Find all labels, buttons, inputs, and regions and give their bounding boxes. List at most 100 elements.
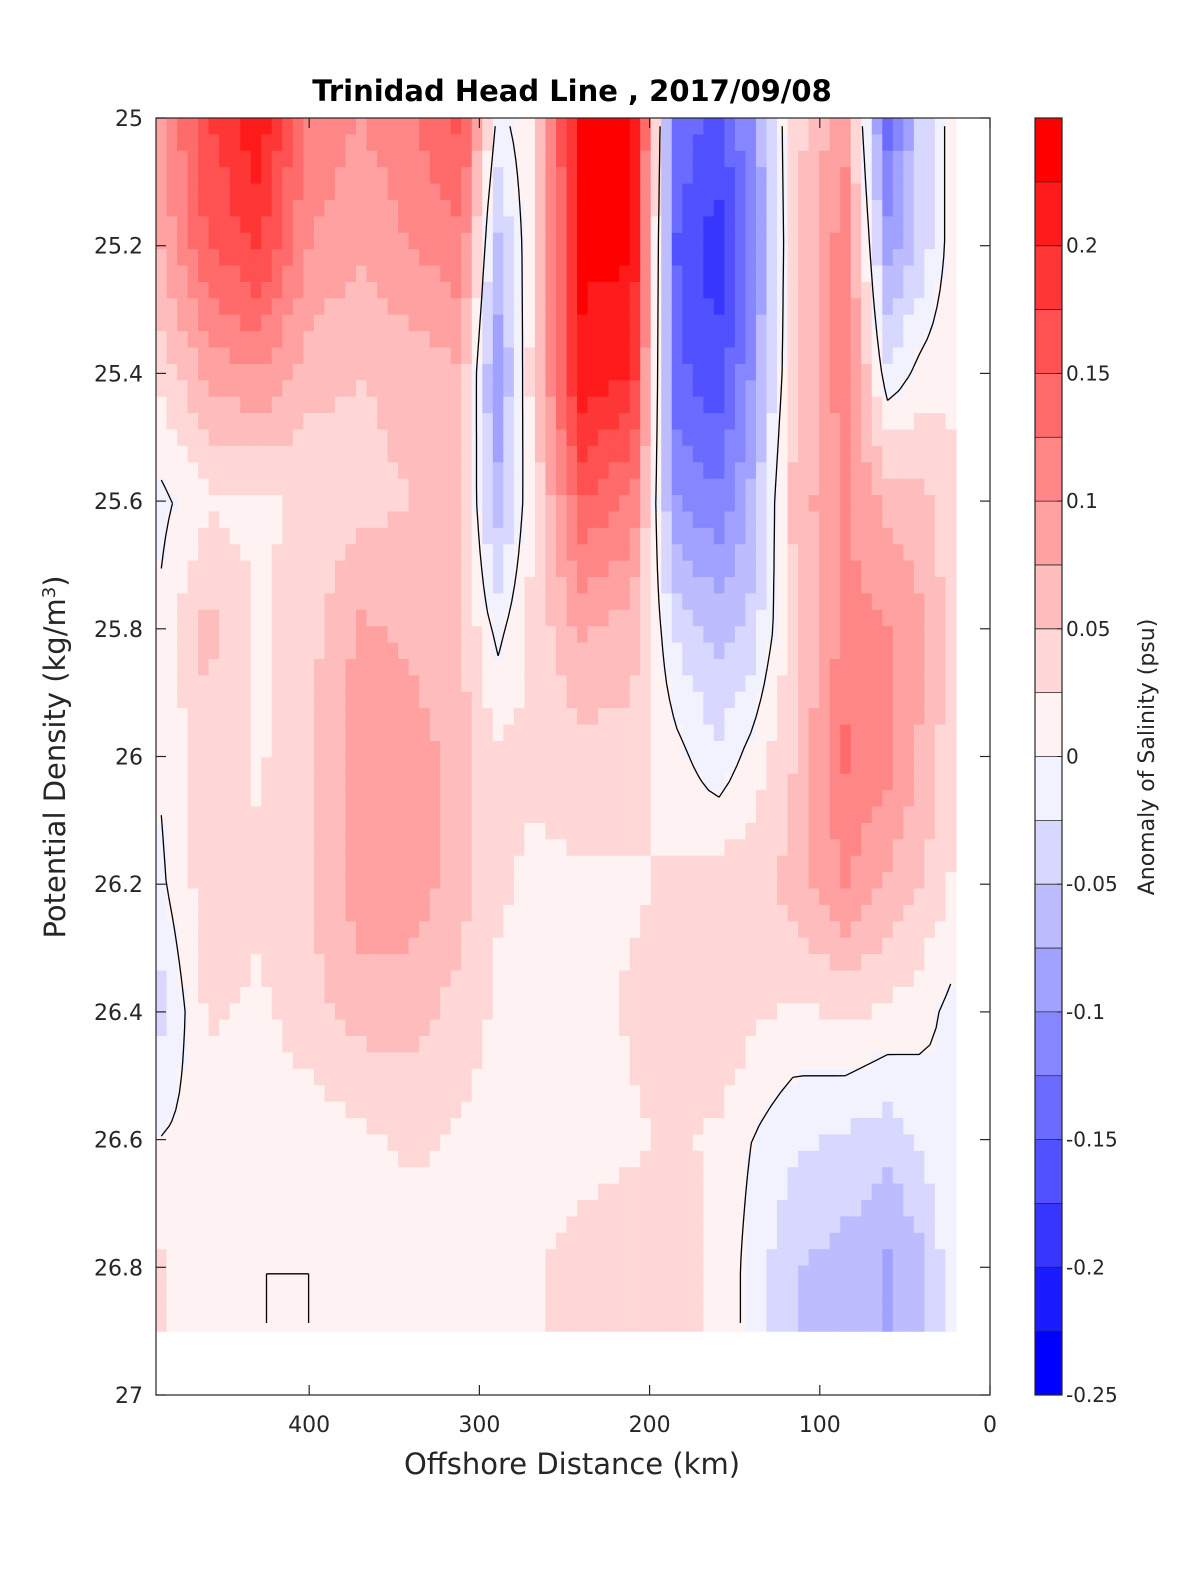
- heatmap-cell: [377, 232, 389, 250]
- heatmap-cell: [166, 675, 178, 693]
- heatmap-cell: [882, 577, 894, 595]
- heatmap-cell: [366, 1085, 378, 1103]
- heatmap-cell: [608, 1183, 620, 1201]
- heatmap-cell: [408, 921, 420, 939]
- heatmap-cell: [261, 495, 273, 513]
- heatmap-cell: [903, 1068, 915, 1086]
- heatmap-cell: [892, 1068, 904, 1086]
- heatmap-cell: [650, 249, 662, 267]
- heatmap-cell: [777, 954, 789, 972]
- heatmap-cell: [187, 822, 199, 840]
- heatmap-cell: [471, 1068, 483, 1086]
- heatmap-cell: [398, 363, 410, 381]
- heatmap-cell: [924, 1068, 936, 1086]
- heatmap-cell: [766, 757, 778, 775]
- heatmap-cell: [840, 1134, 852, 1152]
- heatmap-cell: [387, 937, 399, 955]
- heatmap-cell: [903, 216, 915, 234]
- heatmap-cell: [808, 118, 820, 135]
- heatmap-cell: [492, 904, 504, 922]
- heatmap-cell: [587, 593, 599, 611]
- heatmap-cell: [734, 544, 747, 562]
- heatmap-cell: [355, 904, 368, 922]
- heatmap-cell: [587, 183, 599, 201]
- heatmap-cell: [924, 445, 936, 463]
- heatmap-cell: [798, 609, 810, 627]
- heatmap-cell: [608, 986, 620, 1004]
- heatmap-cell: [261, 1085, 273, 1103]
- heatmap-cell: [545, 249, 557, 267]
- heatmap-cell: [450, 281, 462, 299]
- heatmap-cell: [945, 708, 957, 726]
- heatmap-cell: [777, 642, 789, 660]
- heatmap-cell: [187, 921, 199, 939]
- heatmap-cell: [587, 134, 599, 152]
- heatmap-cell: [429, 577, 441, 595]
- heatmap-cell: [787, 740, 799, 758]
- heatmap-cell: [661, 445, 673, 463]
- heatmap-cell: [577, 855, 589, 873]
- heatmap-cell: [661, 167, 673, 185]
- heatmap-cell: [513, 265, 526, 283]
- heatmap-cell: [208, 839, 220, 857]
- heatmap-cell: [450, 199, 462, 217]
- heatmap-cell: [819, 380, 831, 398]
- heatmap-cell: [829, 445, 841, 463]
- heatmap-cell: [482, 642, 494, 660]
- heatmap-cell: [724, 216, 736, 234]
- heatmap-cell: [650, 724, 662, 742]
- heatmap-cell: [861, 331, 873, 349]
- heatmap-cell: [461, 363, 473, 381]
- heatmap-cell: [671, 740, 683, 758]
- heatmap-cell: [745, 380, 757, 398]
- heatmap-cell: [777, 773, 789, 791]
- heatmap-cell: [419, 921, 431, 939]
- heatmap-cell: [419, 167, 431, 185]
- heatmap-cell: [177, 855, 189, 873]
- heatmap-cell: [177, 363, 189, 381]
- heatmap-cell: [313, 937, 326, 955]
- heatmap-cell: [156, 429, 168, 447]
- heatmap-cell: [482, 954, 494, 972]
- heatmap-cell: [850, 577, 862, 595]
- heatmap-cell: [503, 167, 515, 185]
- heatmap-cell: [450, 183, 462, 201]
- heatmap-cell: [492, 1134, 504, 1152]
- heatmap-cell: [808, 888, 820, 906]
- heatmap-cell: [766, 675, 778, 693]
- heatmap-cell: [850, 839, 862, 857]
- heatmap-cell: [587, 560, 599, 578]
- heatmap-cell: [355, 298, 368, 316]
- heatmap-cell: [587, 708, 599, 726]
- heatmap-cell: [798, 134, 810, 152]
- heatmap-cell: [534, 1183, 547, 1201]
- heatmap-cell: [419, 904, 431, 922]
- heatmap-cell: [334, 167, 347, 185]
- heatmap-cell: [492, 1036, 504, 1054]
- heatmap-cell: [398, 839, 410, 857]
- heatmap-cell: [261, 1134, 273, 1152]
- heatmap-cell: [566, 937, 578, 955]
- heatmap-cell: [713, 757, 725, 775]
- heatmap-cell: [598, 249, 610, 267]
- heatmap-cell: [513, 986, 526, 1004]
- heatmap-cell: [598, 1052, 610, 1070]
- heatmap-cell: [292, 1068, 304, 1086]
- heatmap-cell: [703, 150, 715, 168]
- heatmap-cell: [187, 1183, 199, 1201]
- heatmap-cell: [177, 642, 189, 660]
- heatmap-cell: [713, 986, 725, 1004]
- heatmap-cell: [177, 462, 189, 480]
- heatmap-cell: [661, 888, 673, 906]
- heatmap-cell: [619, 1101, 631, 1119]
- heatmap-cell: [871, 216, 883, 234]
- heatmap-cell: [703, 478, 715, 496]
- heatmap-cell: [766, 281, 778, 299]
- heatmap-cell: [387, 1003, 399, 1021]
- heatmap-cell: [598, 1019, 610, 1037]
- heatmap-cell: [661, 1003, 673, 1021]
- heatmap-cell: [798, 183, 810, 201]
- heatmap-cell: [650, 822, 662, 840]
- heatmap-cell: [440, 691, 452, 709]
- heatmap-cell: [282, 773, 294, 791]
